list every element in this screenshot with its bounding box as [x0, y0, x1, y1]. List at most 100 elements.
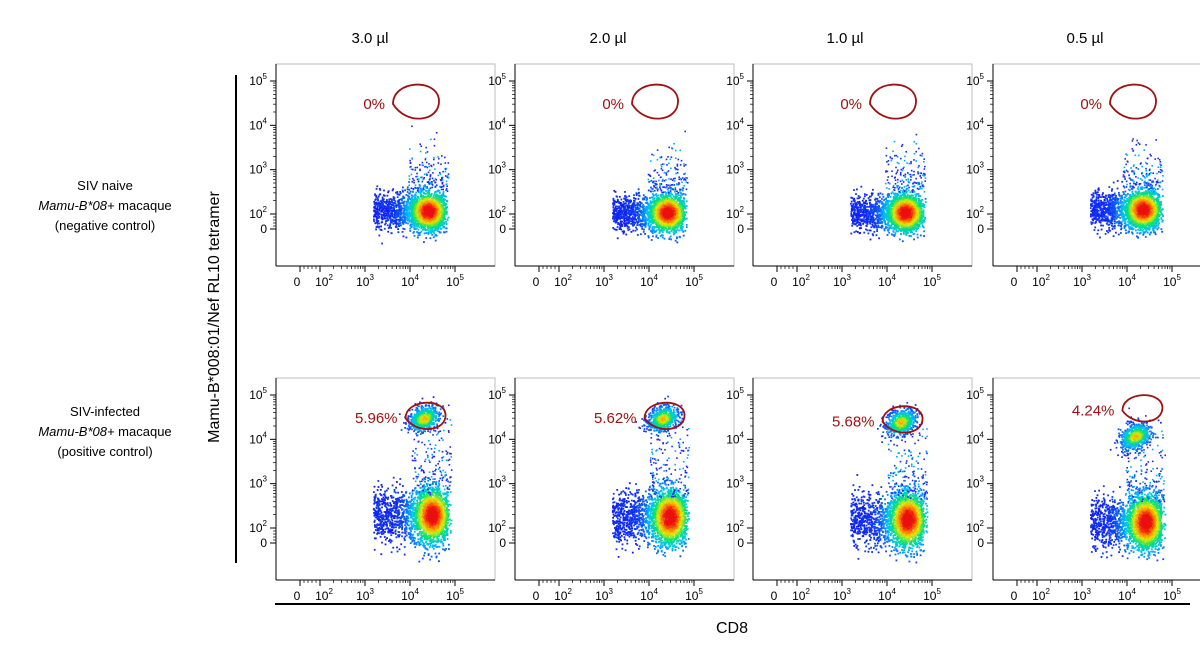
- tetramer-positive-cluster: [635, 395, 684, 441]
- x-tick-label: 102: [1032, 587, 1050, 603]
- y-tick-label: 103: [249, 161, 267, 177]
- gate-percent-label: 0%: [840, 96, 862, 113]
- x-tick-label: 0: [294, 589, 301, 603]
- x-axis-bracket: [275, 603, 1190, 605]
- row-label-allele: Mamu-B*08+: [38, 424, 114, 439]
- y-tick-label: 105: [966, 386, 984, 402]
- x-tick-label: 102: [792, 273, 810, 289]
- x-tick-label: 103: [833, 273, 851, 289]
- row-label-positive-control: SIV-infected Mamu-B*08+ macaque (positiv…: [0, 402, 210, 462]
- plot-frame: [992, 63, 1200, 267]
- x-axis-ticks: [538, 580, 695, 586]
- x-tick-label: 103: [356, 587, 374, 603]
- tetramer-gate: [643, 401, 686, 430]
- row-label-line3: (negative control): [0, 216, 210, 236]
- x-tick-label: 105: [923, 587, 941, 603]
- y-axis-bracket: [235, 75, 237, 563]
- row-label-line1: SIV naive: [0, 176, 210, 196]
- column-title-3: 1.0 µl: [730, 30, 960, 47]
- y-tick-label: 0: [737, 536, 744, 550]
- row-label-allele: Mamu-B*08+: [38, 198, 114, 213]
- gate-percent-label: 5.62%: [594, 410, 637, 427]
- x-tick-label: 0: [294, 275, 301, 289]
- y-tick-label: 104: [966, 430, 984, 446]
- x-tick-label: 105: [685, 587, 703, 603]
- y-tick-label: 103: [488, 161, 506, 177]
- x-tick-label: 105: [685, 273, 703, 289]
- x-tick-label: 103: [595, 273, 613, 289]
- x-tick-label: 103: [1073, 587, 1091, 603]
- x-tick-label: 103: [833, 587, 851, 603]
- x-tick-label: 102: [554, 273, 572, 289]
- y-axis-ticks: [509, 80, 515, 230]
- x-tick-label: 0: [533, 275, 540, 289]
- tetramer-gate: [404, 401, 447, 430]
- y-tick-label: 0: [977, 222, 984, 236]
- plot-frame: [752, 63, 973, 267]
- x-tick-label: 103: [356, 273, 374, 289]
- y-tick-label: 103: [249, 475, 267, 491]
- tetramer-gate: [392, 83, 440, 120]
- y-tick-label: 105: [249, 386, 267, 402]
- x-tick-label: 0: [533, 589, 540, 603]
- x-axis-ticks: [299, 266, 456, 272]
- x-axis-label: CD8: [682, 620, 782, 638]
- y-tick-label: 105: [726, 386, 744, 402]
- row-label-line3: (positive control): [0, 442, 210, 462]
- x-tick-label: 104: [401, 587, 419, 603]
- x-tick-label: 102: [1032, 273, 1050, 289]
- x-tick-label: 102: [315, 587, 333, 603]
- tetramer-positive-cluster: [1109, 416, 1162, 458]
- y-axis-ticks: [747, 394, 753, 544]
- row-label-line1: SIV-infected: [0, 402, 210, 422]
- x-tick-label: 104: [401, 273, 419, 289]
- x-tick-label: 105: [1163, 587, 1181, 603]
- y-tick-label: 103: [726, 161, 744, 177]
- y-tick-label: 104: [488, 116, 506, 132]
- x-tick-label: 104: [1118, 273, 1136, 289]
- x-tick-label: 0: [771, 589, 778, 603]
- density-dots: [372, 403, 453, 563]
- x-tick-label: 102: [792, 587, 810, 603]
- y-tick-label: 102: [966, 205, 984, 221]
- x-axis-ticks: [776, 266, 933, 272]
- gate-percent-label: 0%: [1080, 96, 1102, 113]
- x-tick-label: 102: [554, 587, 572, 603]
- y-axis-ticks: [270, 394, 276, 544]
- density-dots: [612, 130, 689, 244]
- x-axis-ticks: [1016, 580, 1173, 586]
- y-tick-label: 0: [499, 222, 506, 236]
- y-tick-label: 102: [488, 205, 506, 221]
- y-tick-label: 102: [966, 519, 984, 535]
- y-axis-ticks: [747, 80, 753, 230]
- y-axis-label: Mamu-B*008:01/Nef RL10 tetramer: [206, 191, 224, 443]
- tetramer-positive-cluster: [398, 396, 447, 443]
- x-tick-label: 102: [315, 273, 333, 289]
- x-tick-label: 0: [1011, 275, 1018, 289]
- y-tick-label: 102: [249, 519, 267, 535]
- density-dots: [1089, 138, 1164, 239]
- column-title-1: 3.0 µl: [255, 30, 485, 47]
- column-title-2: 2.0 µl: [493, 30, 723, 47]
- gate-percent-label: 0%: [602, 96, 624, 113]
- y-tick-label: 0: [260, 222, 267, 236]
- x-tick-label: 0: [1011, 589, 1018, 603]
- tetramer-gate: [1121, 394, 1164, 423]
- y-tick-label: 105: [488, 386, 506, 402]
- density-dots: [1090, 407, 1167, 562]
- y-axis-ticks: [987, 394, 993, 544]
- y-tick-label: 0: [977, 536, 984, 550]
- x-tick-label: 105: [1163, 273, 1181, 289]
- x-tick-label: 105: [923, 273, 941, 289]
- plot-frame: [514, 63, 735, 267]
- y-axis-ticks: [987, 80, 993, 230]
- gate-percent-label: 0%: [363, 96, 385, 113]
- y-tick-label: 102: [249, 205, 267, 221]
- y-axis-ticks: [509, 394, 515, 544]
- density-dots: [850, 410, 929, 564]
